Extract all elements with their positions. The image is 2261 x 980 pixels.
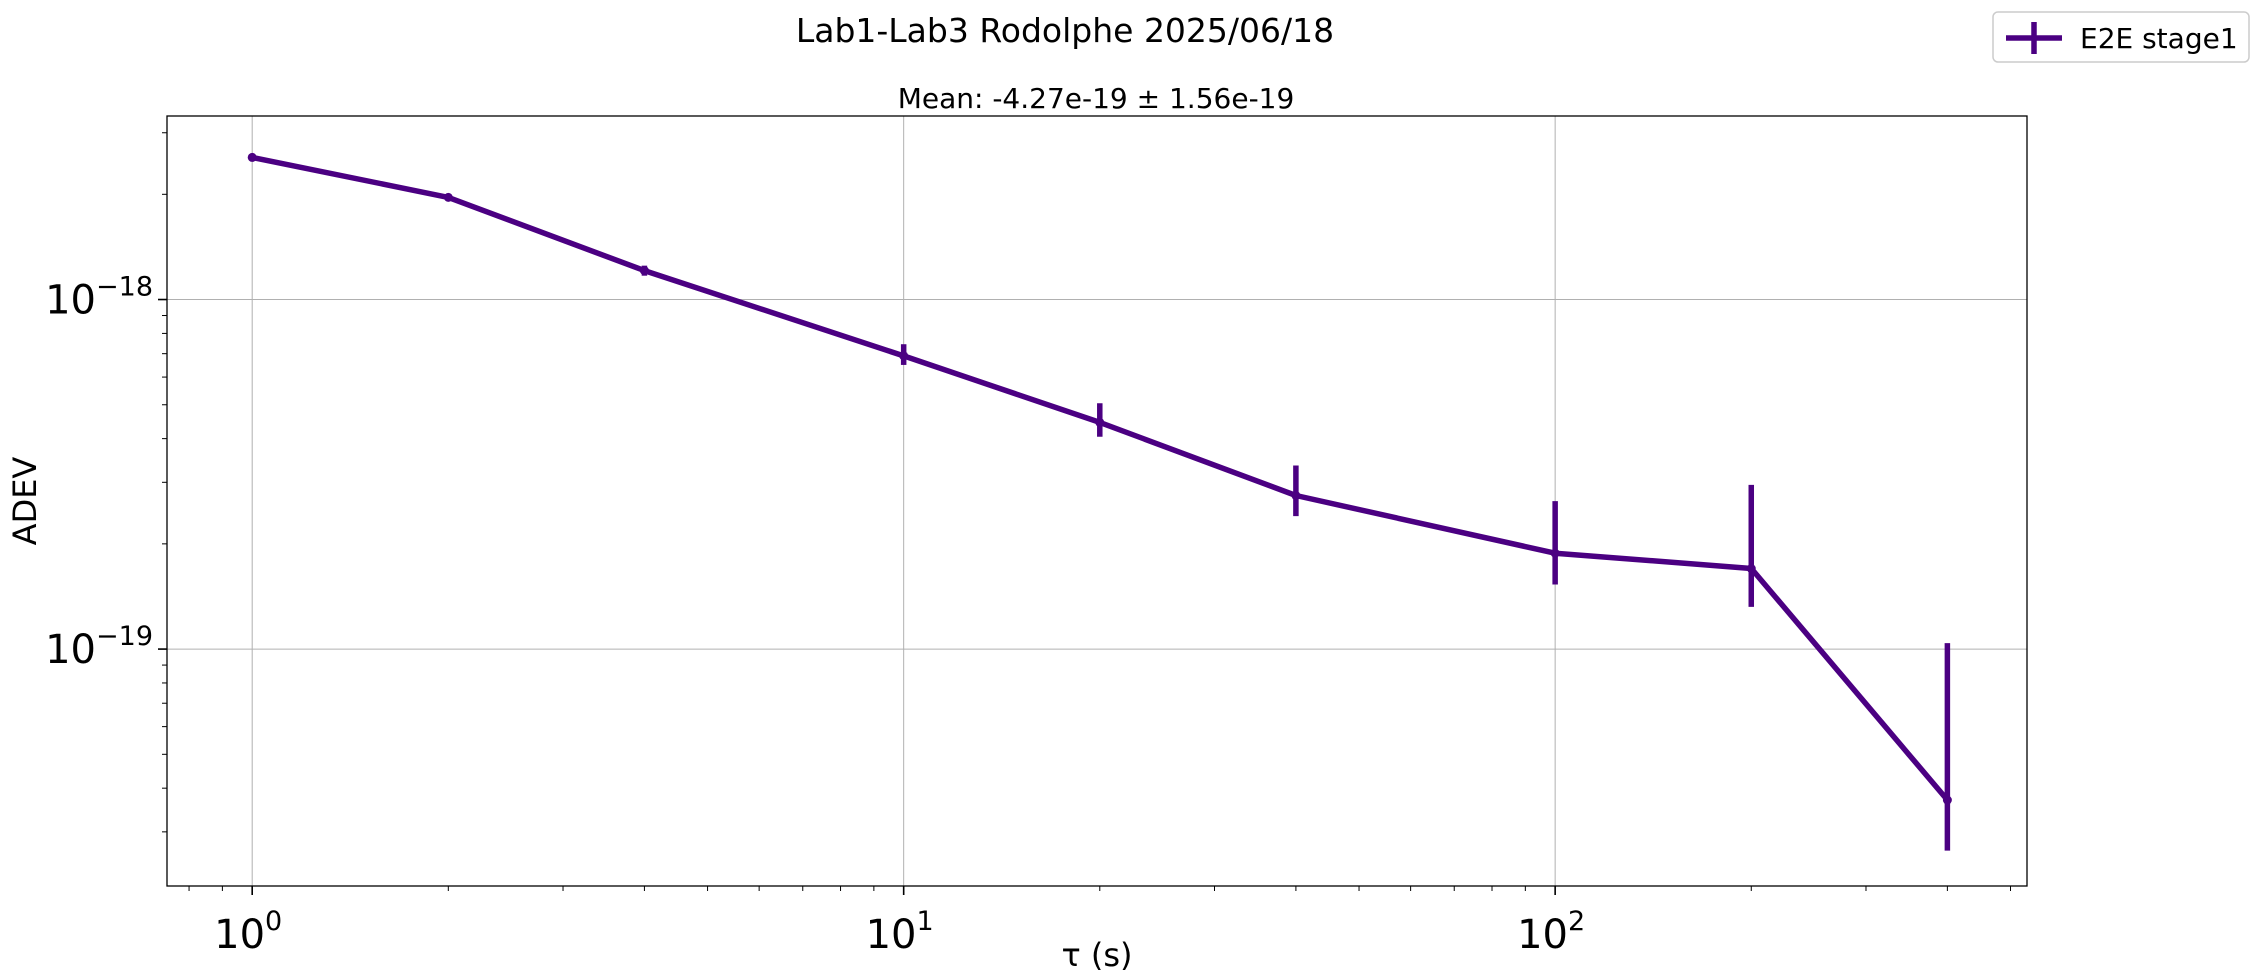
axes-title: Mean: -4.27e-19 ± 1.56e-19 [898, 82, 1295, 115]
data-point [1746, 564, 1756, 574]
figure-suptitle: Lab1-Lab3 Rodolphe 2025/06/18 [796, 11, 1334, 50]
y-tick-label: 10−19 [45, 621, 153, 673]
series-layer [247, 152, 1952, 851]
major-ticks [158, 298, 1556, 895]
series-line [251, 154, 1950, 802]
grid-lines [167, 116, 2027, 886]
legend: E2E stage1 [1992, 11, 2250, 63]
minor-ticks [162, 132, 2012, 891]
data-point [247, 152, 257, 162]
x-tick-label: 102 [1517, 906, 1585, 958]
x-tick-label: 101 [866, 906, 934, 958]
data-point [1550, 548, 1560, 558]
data-point [639, 266, 649, 276]
data-point [1291, 491, 1301, 501]
legend-label: E2E stage1 [2080, 22, 2238, 55]
legend-box [1992, 11, 2250, 63]
data-point [899, 351, 909, 361]
data-point [1095, 417, 1105, 427]
y-tick-label: 10−18 [45, 272, 153, 324]
x-tick-label: 100 [214, 906, 282, 958]
data-point [1942, 795, 1952, 805]
y-axis-label: ADEV [6, 457, 44, 546]
x-axis-label: τ (s) [1061, 936, 1132, 974]
tick-labels: 100 101 102 10−18 10−19 [45, 272, 1585, 958]
plot-area-frame [166, 115, 2028, 887]
data-point [443, 192, 453, 202]
